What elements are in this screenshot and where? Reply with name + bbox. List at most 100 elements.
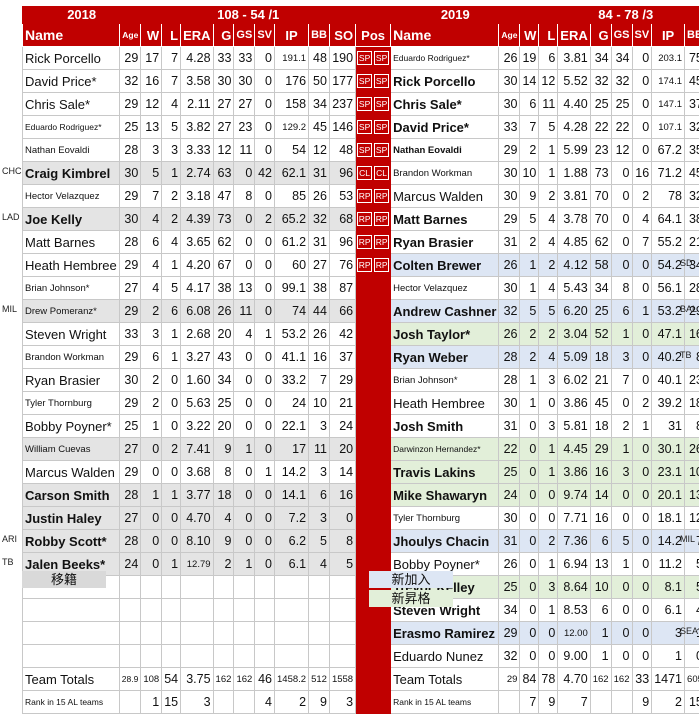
col-name-2018: Name (23, 24, 120, 47)
stat-so-2018: 14 (329, 461, 355, 484)
stat-ip-2018: 74 (275, 300, 309, 323)
stat-bb-2019: 16 (685, 323, 699, 346)
pos-badge: SP (374, 143, 389, 157)
stat-w-2018: 16 (141, 70, 162, 93)
stat-g-2018: 8 (213, 461, 234, 484)
stat-age-2018: 27 (119, 438, 141, 461)
stat-w-2018: 3 (141, 323, 162, 346)
rank-w-2019: 7 (520, 691, 539, 714)
stat-so-2018: 20 (329, 438, 355, 461)
stat-g-2018: 2 (213, 553, 234, 576)
stat-gs-2018: 0 (234, 346, 255, 369)
new-team-label: BAL (680, 304, 697, 314)
stat-bb-2019: 45 (685, 70, 699, 93)
stat-ip-2019: 18.1 (652, 507, 685, 530)
stat-gs-2018 (234, 645, 255, 668)
stat-era-2019: 4.12 (558, 254, 590, 277)
stat-bb-2018: 26 (309, 323, 330, 346)
pos-badge: RP (374, 235, 389, 249)
stat-l-2018 (162, 576, 181, 599)
stat-ip-2018: 7.2 (275, 507, 309, 530)
stat-ip-2019: 56.1 (652, 277, 685, 300)
stat-ip-2019: 64.1 (652, 208, 685, 231)
stat-bb-2019: 8 (685, 415, 699, 438)
stat-g-2018: 34 (213, 369, 234, 392)
stat-so-2018: 96 (329, 162, 355, 185)
stat-era-2018: 8.10 (181, 530, 213, 553)
col-l-2019: L (539, 24, 558, 47)
rank-so-2018: 3 (329, 691, 355, 714)
player-name-2018: Matt Barnes (23, 231, 120, 254)
stat-age-2019: 28 (499, 346, 520, 369)
stat-so-2018: 42 (329, 323, 355, 346)
stat-age-2018 (119, 576, 141, 599)
stat-l-2019: 1 (539, 461, 558, 484)
stat-bb-2018: 4 (309, 553, 330, 576)
stat-w-2019: 5 (520, 208, 539, 231)
stat-bb-2018: 6 (309, 484, 330, 507)
stat-gs-2018: 11 (234, 139, 255, 162)
rank-label-2019: Rank in 15 AL teams (391, 691, 499, 714)
stat-w-2018: 0 (141, 553, 162, 576)
pos-cell (356, 507, 391, 530)
stat-w-2018: 5 (141, 162, 162, 185)
player-name-2019: Hector Velazquez (391, 277, 499, 300)
stat-sv-2018: 0 (255, 254, 275, 277)
stat-g-2018: 63 (213, 162, 234, 185)
col-g-2018: G (213, 24, 234, 47)
stat-age-2018: 25 (119, 116, 141, 139)
stat-w-2019: 2 (520, 231, 539, 254)
stat-l-2019: 3 (539, 415, 558, 438)
player-name-2019: Heath Hembree (391, 392, 499, 415)
stat-sv-2018: 0 (255, 139, 275, 162)
stat-g-2019: 6 (590, 530, 611, 553)
stat-l-2019: 1 (539, 139, 558, 162)
stat-bb-2018: 48 (309, 47, 330, 70)
player-name-2019: Erasmo Ramirez (391, 622, 499, 645)
stat-age-2019: 34 (499, 599, 520, 622)
stat-so-2018: 16 (329, 484, 355, 507)
stat-l-2018: 2 (162, 208, 181, 231)
stat-age-2018: 30 (119, 162, 141, 185)
stat-so-2018: 146 (329, 116, 355, 139)
stat-age-2019: 30 (499, 507, 520, 530)
stat-bb-2018: 3 (309, 507, 330, 530)
rank-sv-2019: 9 (632, 691, 652, 714)
stat-w-2019: 9 (520, 185, 539, 208)
player-name-2018: Craig Kimbrel (23, 162, 120, 185)
totals-sv-2018: 46 (255, 668, 275, 691)
stat-l-2019: 12 (539, 70, 558, 93)
stat-g-2018 (213, 599, 234, 622)
stat-w-2019: 1 (520, 254, 539, 277)
stat-sv-2019: 0 (632, 70, 652, 93)
stat-bb-2018: 7 (309, 369, 330, 392)
stat-l-2019: 1 (539, 162, 558, 185)
stat-g-2018: 25 (213, 392, 234, 415)
stat-era-2019: 9.74 (558, 484, 590, 507)
stat-l-2019: 4 (539, 231, 558, 254)
stat-w-2019: 2 (520, 323, 539, 346)
player-name-2019: Darwinzon Hernandez* (391, 438, 499, 461)
stat-sv-2019: 0 (632, 645, 652, 668)
stat-ip-2019: 107.1 (652, 116, 685, 139)
stat-sv-2019: 0 (632, 254, 652, 277)
stat-era-2018: 2.11 (181, 93, 213, 116)
stat-gs-2019: 0 (611, 484, 632, 507)
stat-ip-2018: 14.2 (275, 461, 309, 484)
stat-age-2019: 30 (499, 93, 520, 116)
stat-age-2018: 32 (119, 70, 141, 93)
stat-w-2019: 0 (520, 530, 539, 553)
stat-gs-2019: 3 (611, 346, 632, 369)
stat-era-2019: 6.94 (558, 553, 590, 576)
totals-label-2019: Team Totals (391, 668, 499, 691)
player-name-2018 (23, 645, 120, 668)
stat-l-2019: 2 (539, 530, 558, 553)
team-totals-row: Team Totals 28.9 108 54 3.75 162 162 46 … (23, 668, 699, 691)
stat-so-2018 (329, 645, 355, 668)
rank-w-2018: 1 (141, 691, 162, 714)
